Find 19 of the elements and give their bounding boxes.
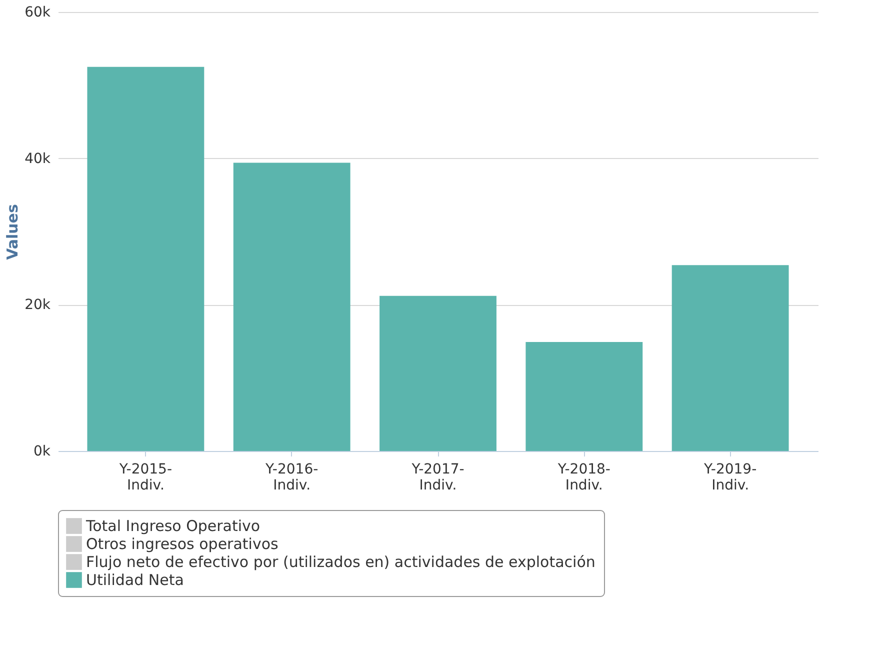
legend-label: Total Ingreso Operativo <box>85 517 260 535</box>
bar <box>87 66 204 451</box>
bar <box>526 342 643 451</box>
y-tick-label: 0k <box>33 444 52 460</box>
y-axis-title: Values <box>4 204 22 260</box>
legend-label: Utilidad Neta <box>86 571 184 589</box>
x-tick-label: Y-2015-Indiv. <box>118 462 172 494</box>
legend-label: Otros ingresos operativos <box>86 535 279 553</box>
x-tick-label: Y-2018-Indiv. <box>556 462 610 494</box>
x-tick-label: Y-2019-Indiv. <box>702 462 757 494</box>
x-tick-label: Y-2017-Indiv. <box>410 462 464 494</box>
x-tick-label: Y-2016-Indiv. <box>264 462 318 494</box>
legend-label: Flujo neto de efectivo por (utilizados en) actividades de explotación <box>86 553 596 571</box>
y-tick-label: 40k <box>24 150 52 167</box>
bar <box>672 265 789 451</box>
y-tick-label: 20k <box>24 297 52 314</box>
y-tick-label: 60k <box>24 4 52 20</box>
bar <box>380 296 496 451</box>
bar <box>233 162 350 451</box>
